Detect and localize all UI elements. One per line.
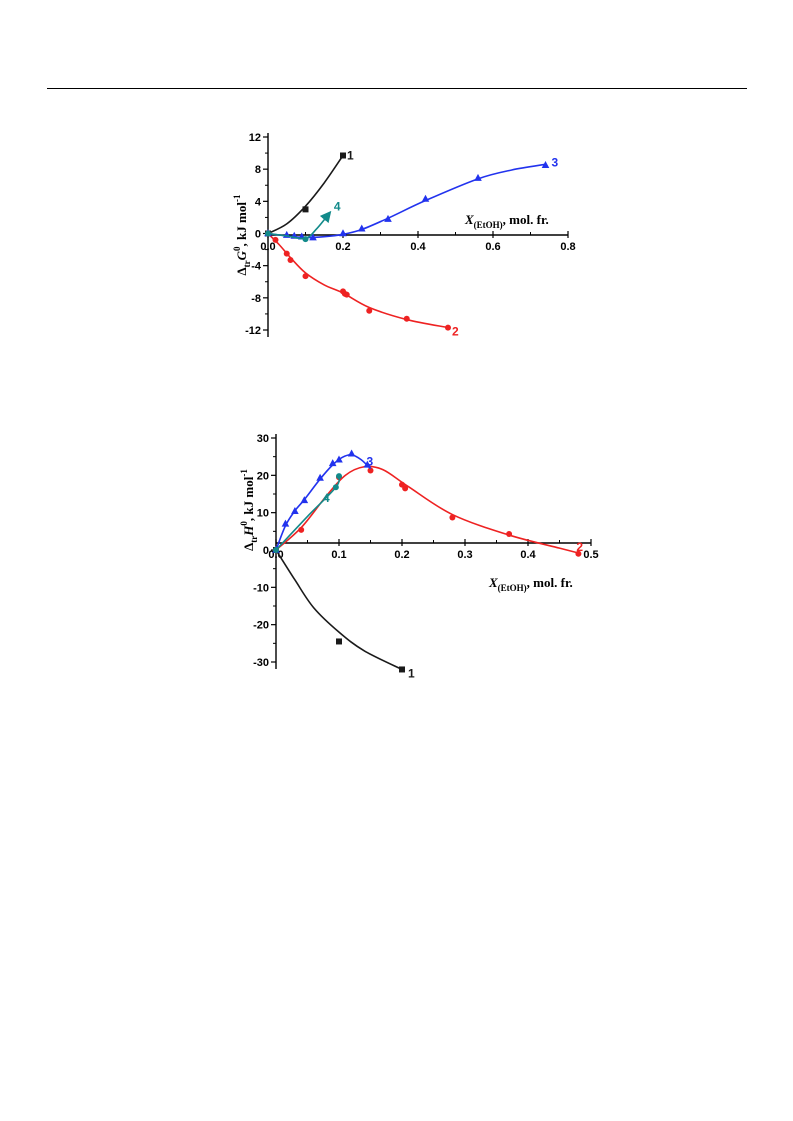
x-tick-label: 0.4 (410, 241, 426, 253)
series-line-3 (275, 453, 372, 551)
series-3: 3 (272, 449, 374, 553)
y-tick-label: 20 (257, 470, 269, 482)
data-point (363, 460, 372, 468)
y-tick-label: 0 (255, 229, 261, 241)
series-label-2: 2 (576, 540, 583, 554)
header-rule (47, 88, 747, 89)
series-line-1 (267, 155, 344, 235)
y-tick-label: -20 (253, 620, 269, 632)
data-point (300, 496, 309, 504)
data-point (273, 547, 279, 553)
x-tick-label: 0.0 (260, 241, 275, 253)
data-point (366, 307, 373, 314)
data-point (316, 473, 324, 481)
x-tick-label: 0.4 (520, 549, 536, 561)
series-label-2: 2 (452, 325, 459, 339)
data-point (336, 638, 342, 645)
data-point (302, 273, 309, 280)
x-axis-label: X(EtOH), mol. fr. (488, 575, 573, 593)
data-point (272, 236, 279, 243)
data-point (328, 459, 337, 467)
dh-chart: 30 20 10 0 -10 -20 -30 0.0 0.1 0.2 0.3 0.4 0.5 ΔtrH0,… (239, 433, 599, 680)
data-point (449, 514, 456, 521)
y-axis-label: ΔtrG0, kJ mol-1 (232, 194, 252, 275)
data-point (541, 160, 550, 168)
y-axis-label: ΔtrH0, kJ mol-1 (239, 469, 259, 551)
x-tick-label: 0.3 (457, 549, 472, 561)
data-point (336, 473, 342, 480)
x-tick-label: 0.0 (268, 549, 283, 561)
data-point (332, 484, 339, 491)
data-point (287, 257, 294, 264)
y-tick-label: -8 (251, 293, 261, 305)
series-label-3: 3 (552, 155, 559, 169)
data-point (343, 291, 350, 298)
x-tick-label: 0.2 (394, 549, 409, 561)
x-tick-label: 0.8 (560, 241, 575, 253)
data-point (335, 455, 343, 463)
data-point (339, 229, 347, 237)
data-point (403, 315, 410, 322)
series-label-4: 4 (334, 200, 341, 214)
data-point (347, 449, 356, 457)
y-tick-label: 4 (255, 196, 262, 208)
y-tick-label: 10 (257, 508, 269, 520)
data-point (340, 152, 346, 159)
y-tick-label: 30 (257, 433, 269, 445)
x-tick-label: 0.6 (485, 241, 500, 253)
y-tick-label: -10 (253, 582, 269, 594)
series-label-1: 1 (347, 148, 354, 162)
series-4: 4 (265, 200, 341, 243)
series-label-1: 1 (408, 666, 415, 680)
data-point (265, 230, 271, 237)
series-line-4 (275, 475, 340, 551)
y-tick-label: -30 (253, 657, 269, 669)
data-point (402, 485, 409, 492)
data-point (298, 526, 305, 533)
series-4: 4 (273, 473, 342, 553)
x-tick-label: 0.5 (583, 549, 598, 561)
x-tick-label: 0.1 (331, 549, 346, 561)
y-tick-label: 0 (263, 545, 269, 557)
data-point (421, 194, 430, 202)
y-tick-label: 12 (249, 132, 261, 144)
data-point (281, 519, 290, 527)
data-point (283, 250, 290, 257)
series-label-3: 3 (367, 455, 374, 469)
y-tick-label: -12 (245, 325, 261, 337)
x-tick-label: 0.2 (335, 241, 350, 253)
data-point (291, 506, 299, 514)
series-label-4: 4 (323, 491, 330, 505)
series-1: 1 (273, 547, 415, 680)
data-point (302, 206, 309, 213)
data-point (302, 236, 309, 243)
data-point (474, 173, 482, 181)
data-point (309, 233, 317, 241)
x-axis-label: X(EtOH), mol. fr. (464, 212, 549, 230)
data-point (399, 666, 405, 673)
series-line-1 (275, 549, 403, 671)
data-point (384, 214, 392, 222)
data-point (357, 224, 366, 232)
data-point (445, 324, 451, 331)
data-point (506, 530, 513, 537)
series-line-2 (267, 232, 449, 329)
data-point (367, 467, 374, 474)
y-tick-label: 8 (255, 164, 261, 176)
data-point (575, 550, 582, 557)
y-tick-label: -4 (251, 261, 262, 273)
